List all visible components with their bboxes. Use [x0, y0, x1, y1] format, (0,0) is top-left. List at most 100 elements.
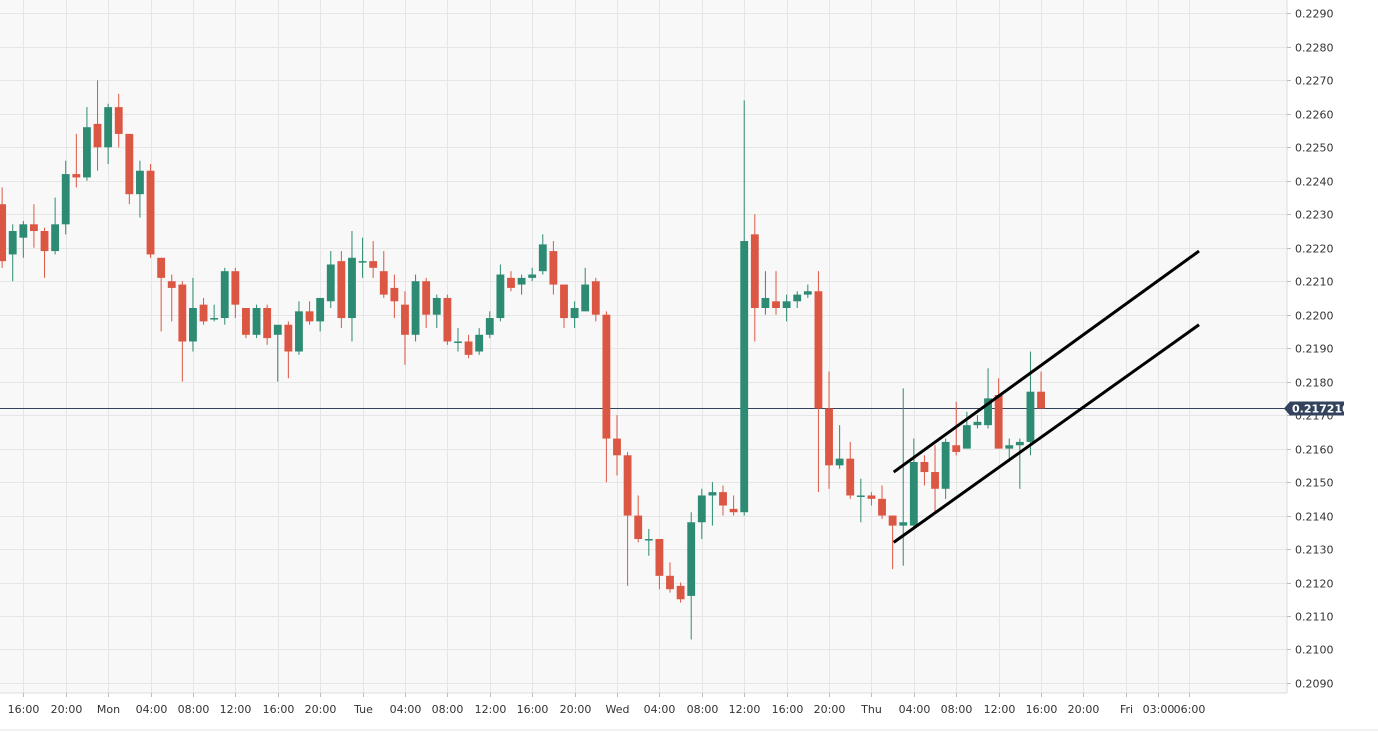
candle-body: [687, 522, 696, 596]
candle-down: [284, 321, 293, 379]
candle-down: [888, 515, 897, 570]
x-tick-label: 16:00: [772, 703, 804, 716]
candle-down: [157, 257, 166, 332]
candle-body: [263, 308, 272, 339]
x-tick-label: 12:00: [984, 703, 1016, 716]
candle-down: [72, 133, 81, 188]
candle-down: [867, 492, 876, 506]
candle-up: [136, 160, 144, 218]
candle-body: [8, 231, 17, 255]
candle-up: [295, 301, 303, 355]
candle-down: [369, 241, 378, 278]
candle-body: [856, 495, 865, 497]
current-price-label: 0.217210: [1292, 403, 1350, 416]
x-tick-label: 12:00: [729, 703, 761, 716]
candle-up: [687, 512, 696, 640]
candle-down: [549, 241, 558, 295]
x-tick-label: 20:00: [305, 703, 337, 716]
candle-up: [19, 220, 28, 258]
x-tick-label: 04:00: [644, 703, 676, 716]
candle-down: [443, 294, 452, 345]
candle-body: [507, 277, 515, 288]
candle-body: [920, 462, 929, 473]
candle-body: [326, 264, 335, 302]
candle-body: [432, 297, 441, 315]
y-tick-label: 0.2280: [1295, 42, 1334, 55]
candle-up: [1005, 438, 1014, 462]
candle-body: [634, 515, 643, 539]
trend-channel: [892, 249, 1200, 544]
candle-up: [210, 304, 219, 322]
candle-up: [528, 267, 537, 282]
candle-body: [443, 297, 452, 342]
candle-body: [729, 508, 738, 513]
candle-body: [19, 224, 28, 238]
candle-body: [220, 271, 229, 319]
x-tick-label: 03:00: [1143, 703, 1175, 716]
candle-down: [602, 311, 611, 483]
y-tick-label: 0.2200: [1295, 310, 1334, 323]
x-tick-label: 16:00: [1026, 703, 1058, 716]
candle-body: [708, 492, 717, 496]
candle-up: [189, 277, 197, 352]
plot-background: [0, 0, 1287, 693]
candle-body: [104, 107, 113, 148]
candle-down: [634, 495, 643, 543]
x-tick-label: 12:00: [475, 703, 507, 716]
candle-body: [464, 341, 473, 355]
candle-body: [931, 472, 939, 489]
candle-down: [814, 271, 823, 493]
candle-up: [570, 301, 579, 329]
candle-down: [146, 164, 155, 258]
candle-body: [613, 438, 621, 456]
candle-up: [517, 274, 526, 295]
candle-body: [538, 244, 547, 272]
candle-body: [178, 284, 187, 342]
candle-up: [644, 528, 653, 556]
x-axis: 16:00 20:00 Mon 04:00 08:00 12:00 16:00 20:00 Tu…: [8, 693, 1206, 716]
channel-lower-line: [892, 323, 1200, 544]
x-tick-label: Wed: [606, 703, 630, 716]
candle-down: [0, 187, 7, 268]
candle-body: [878, 498, 886, 516]
candle-up: [51, 197, 60, 255]
candle-body: [782, 301, 791, 308]
candle-up: [941, 438, 950, 499]
candle-body: [793, 294, 802, 302]
candle-down: [920, 455, 929, 486]
candle-body: [496, 274, 505, 319]
candle-body: [570, 308, 579, 319]
y-tick-label: 0.2130: [1295, 544, 1334, 557]
candle-up: [581, 267, 590, 312]
candle-body: [51, 224, 60, 252]
candle-body: [30, 224, 38, 231]
candle-up: [326, 251, 335, 308]
candle-down: [93, 80, 102, 171]
candle-body: [146, 170, 155, 255]
candle-up: [782, 294, 791, 322]
y-tick-label: 0.2150: [1295, 477, 1334, 490]
y-tick-label: 0.2100: [1295, 644, 1334, 657]
x-tick-label: 20:00: [814, 703, 846, 716]
y-tick-label: 0.2090: [1295, 678, 1334, 691]
candle-body: [750, 234, 759, 308]
y-axis: 0.2290 0.2280 0.2270 0.2260 0.2250 0.2240 0.22…: [1287, 8, 1334, 691]
y-tick-label: 0.2230: [1295, 209, 1334, 222]
candle-up: [496, 264, 505, 322]
candle-up: [835, 425, 844, 469]
candle-up: [348, 231, 356, 342]
x-tick-label: 04:00: [899, 703, 931, 716]
x-tick-label: 06:00: [1174, 703, 1206, 716]
x-tick-label: 20:00: [1068, 703, 1100, 716]
candle-up: [252, 304, 261, 339]
candle-body: [591, 281, 600, 315]
candle-body: [242, 308, 250, 335]
candle-down: [931, 445, 939, 513]
candle-body: [252, 308, 261, 335]
candle-body: [61, 174, 70, 225]
y-tick-label: 0.2260: [1295, 109, 1334, 122]
candle-body: [835, 458, 844, 466]
candle-down: [729, 495, 738, 516]
price-tag-background: [1284, 401, 1344, 416]
y-tick-label: 0.2250: [1295, 142, 1334, 155]
